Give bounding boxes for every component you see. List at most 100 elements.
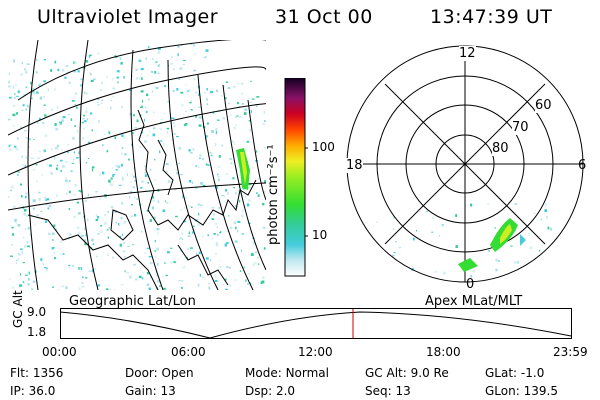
noise-pixel bbox=[198, 157, 201, 159]
noise-pixel bbox=[112, 173, 116, 176]
noise-pixel bbox=[112, 78, 114, 80]
noise-pixel bbox=[185, 123, 188, 126]
noise-pixel bbox=[241, 83, 243, 85]
noise-pixel bbox=[222, 117, 225, 120]
noise-pixel bbox=[255, 105, 258, 107]
noise-pixel bbox=[73, 216, 76, 218]
noise-pixel bbox=[188, 205, 191, 207]
noise-pixel bbox=[221, 95, 224, 97]
info-gc-alt: GC Alt: 9.0 Re bbox=[365, 366, 449, 380]
gc-alt-axis-title: GC Alt bbox=[11, 290, 25, 328]
noise-pixel bbox=[165, 274, 168, 277]
noise-pixel bbox=[196, 219, 199, 221]
noise-pixel bbox=[34, 223, 36, 226]
noise-pixel bbox=[495, 258, 498, 262]
noise-pixel bbox=[251, 253, 254, 256]
noise-pixel bbox=[173, 133, 177, 135]
noise-pixel bbox=[202, 184, 206, 188]
noise-pixel bbox=[228, 102, 230, 105]
noise-pixel bbox=[113, 289, 116, 290]
noise-pixel bbox=[122, 184, 124, 187]
noise-pixel bbox=[85, 92, 88, 95]
noise-pixel bbox=[14, 96, 17, 99]
noise-pixel bbox=[144, 106, 147, 109]
noise-pixel bbox=[78, 151, 81, 155]
noise-pixel bbox=[238, 191, 242, 194]
noise-pixel bbox=[395, 241, 397, 243]
noise-pixel bbox=[162, 275, 164, 278]
noise-pixel bbox=[97, 284, 101, 287]
noise-pixel bbox=[139, 105, 142, 107]
noise-pixel bbox=[86, 118, 89, 121]
noise-pixel bbox=[248, 186, 251, 189]
noise-pixel bbox=[58, 122, 61, 126]
noise-pixel bbox=[188, 231, 190, 235]
noise-pixel bbox=[166, 202, 169, 204]
noise-pixel bbox=[134, 278, 138, 281]
noise-pixel bbox=[121, 163, 123, 167]
noise-pixel bbox=[112, 174, 114, 178]
noise-pixel bbox=[215, 89, 219, 92]
noise-pixel bbox=[91, 238, 94, 242]
noise-pixel bbox=[25, 86, 28, 88]
noise-pixel bbox=[67, 114, 70, 116]
noise-pixel bbox=[102, 171, 105, 175]
noise-pixel bbox=[23, 93, 26, 96]
noise-pixel bbox=[65, 286, 68, 290]
noise-pixel bbox=[174, 188, 177, 191]
noise-pixel bbox=[78, 266, 80, 270]
noise-pixel bbox=[209, 92, 211, 94]
noise-pixel bbox=[187, 235, 191, 237]
noise-pixel bbox=[22, 164, 24, 167]
noise-pixel bbox=[88, 141, 91, 144]
noise-pixel bbox=[8, 85, 11, 88]
noise-pixel bbox=[136, 77, 138, 80]
noise-pixel bbox=[146, 271, 150, 275]
noise-pixel bbox=[14, 145, 17, 148]
noise-pixel bbox=[134, 213, 137, 217]
noise-pixel bbox=[95, 218, 98, 221]
noise-pixel bbox=[167, 101, 170, 103]
noise-pixel bbox=[198, 124, 202, 127]
noise-pixel bbox=[108, 179, 111, 183]
noise-pixel bbox=[73, 61, 75, 64]
noise-pixel bbox=[42, 263, 44, 266]
noise-pixel bbox=[206, 97, 208, 101]
noise-pixel bbox=[513, 261, 516, 264]
lat-label-60: 60 bbox=[535, 98, 552, 113]
noise-pixel bbox=[27, 283, 30, 286]
noise-pixel bbox=[85, 110, 88, 114]
noise-pixel bbox=[43, 59, 46, 61]
noise-pixel bbox=[115, 221, 118, 224]
noise-pixel bbox=[250, 80, 252, 83]
noise-pixel bbox=[55, 127, 59, 131]
noise-pixel bbox=[240, 249, 242, 253]
noise-pixel bbox=[100, 230, 103, 233]
noise-pixel bbox=[155, 273, 159, 277]
noise-pixel bbox=[8, 80, 10, 84]
noise-pixel bbox=[84, 227, 87, 231]
noise-pixel bbox=[211, 237, 213, 240]
noise-pixel bbox=[156, 228, 160, 231]
noise-pixel bbox=[85, 60, 88, 63]
noise-pixel bbox=[236, 168, 238, 171]
noise-pixel bbox=[17, 171, 20, 173]
noise-pixel bbox=[131, 143, 133, 147]
noise-pixel bbox=[56, 167, 58, 171]
noise-pixel bbox=[74, 125, 76, 127]
noise-pixel bbox=[159, 139, 162, 142]
noise-pixel bbox=[98, 120, 100, 123]
noise-pixel bbox=[50, 148, 53, 150]
noise-pixel bbox=[45, 199, 47, 201]
noise-pixel bbox=[207, 164, 210, 166]
noise-pixel bbox=[83, 114, 85, 117]
noise-pixel bbox=[241, 92, 243, 95]
noise-pixel bbox=[263, 146, 266, 149]
noise-pixel bbox=[229, 114, 232, 116]
noise-pixel bbox=[15, 147, 19, 151]
noise-pixel bbox=[163, 287, 166, 290]
noise-pixel bbox=[36, 180, 38, 183]
noise-pixel bbox=[211, 218, 215, 220]
noise-pixel bbox=[60, 121, 62, 125]
noise-pixel bbox=[22, 281, 25, 284]
